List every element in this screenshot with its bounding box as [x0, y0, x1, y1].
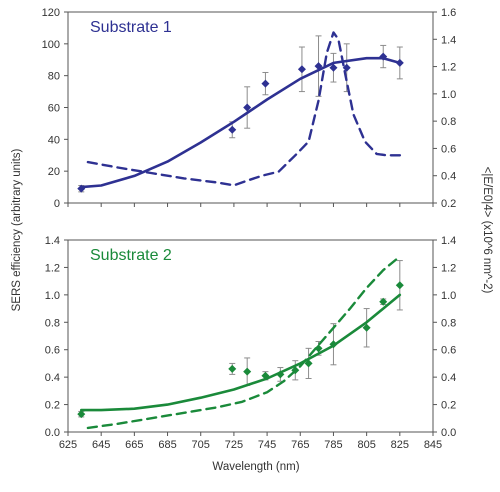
y-tick-label-left: 80: [48, 71, 60, 83]
y-tick-label-right: 1.0: [441, 89, 456, 101]
x-tick-label: 805: [357, 439, 375, 451]
data-point-diamond: [243, 367, 252, 376]
x-tick-label: 685: [158, 439, 176, 451]
x-tick-label: 785: [324, 439, 342, 451]
y-tick-label-left: 0.0: [45, 427, 60, 439]
y-tick-label-left: 120: [42, 7, 60, 19]
y-tick-label-right: 1.4: [441, 34, 456, 46]
y-tick-label-right: 1.2: [441, 62, 456, 74]
y-tick-label-left: 40: [48, 134, 60, 146]
y-tick-label-right: 0.8: [441, 116, 456, 128]
fit-curve: [80, 293, 402, 412]
y-tick-label-left: 0.6: [45, 345, 60, 357]
x-tick-label: 845: [424, 439, 442, 451]
y-tick-label-right: 0.2: [441, 400, 456, 412]
y-tick-label-left: 0.4: [45, 372, 60, 384]
data-point-diamond: [77, 410, 86, 419]
y-tick-label-right: 0.2: [441, 198, 456, 210]
data-point-diamond: [329, 63, 338, 72]
data-point-diamond: [261, 79, 270, 88]
y-tick-label-left: 100: [42, 39, 60, 51]
data-point-diamond: [243, 103, 252, 112]
data-point-diamond: [395, 281, 404, 290]
y-tick-label-left: 0.8: [45, 317, 60, 329]
data-point-diamond: [379, 297, 388, 306]
data-point-diamond: [228, 125, 237, 134]
y-tick-label-left: 0: [54, 198, 60, 210]
simulated-curve-dashed: [86, 255, 401, 430]
y-tick-label-right: 1.2: [441, 262, 456, 274]
panel-title: Substrate 2: [90, 247, 172, 264]
x-tick-label: 745: [258, 439, 276, 451]
simulated-curve-dashed: [86, 31, 403, 187]
y-tick-label-right: 1.0: [441, 290, 456, 302]
x-tick-label: 825: [391, 439, 409, 451]
y-tick-label-left: 1.2: [45, 262, 60, 274]
x-tick-label: 665: [125, 439, 143, 451]
x-tick-label: 725: [225, 439, 243, 451]
data-point-diamond: [228, 364, 237, 373]
y-tick-label-left: 0.2: [45, 400, 60, 412]
x-tick-label: 625: [59, 439, 77, 451]
y-tick-label-right: 0.4: [441, 372, 456, 384]
x-axis-title: Wavelength (nm): [212, 461, 299, 473]
y-tick-label-right: 0.6: [441, 345, 456, 357]
y-tick-label-right: 0.6: [441, 143, 456, 155]
y-tick-label-left: 1.0: [45, 290, 60, 302]
y-tick-label-right: 1.6: [441, 7, 456, 19]
panel-substrate-2: 625 645 665 685 705 725 745 765 785 805 825 8450.00…: [45, 235, 457, 451]
x-tick-label: 645: [92, 439, 110, 451]
data-point-diamond: [362, 323, 371, 332]
y-axis-title-left: SERS efficiency (arbitrary units): [11, 148, 23, 311]
y-tick-label-right: 1.4: [441, 235, 456, 247]
data-point-diamond: [342, 63, 351, 72]
x-tick-label: 765: [291, 439, 309, 451]
y-tick-label-left: 1.4: [45, 235, 60, 247]
panel-title: Substrate 1: [90, 19, 172, 36]
plot-frame: [67, 239, 434, 433]
y-tick-label-right: 0.0: [441, 427, 456, 439]
y-tick-label-left: 60: [48, 103, 60, 115]
y-tick-label-right: 0.8: [441, 317, 456, 329]
data-point-diamond: [297, 65, 306, 74]
y-tick-label-left: 20: [48, 166, 60, 178]
data-point-diamond: [314, 344, 323, 353]
y-axis-title-right: <|E/E0|4> (x10^6 nm^-2): [481, 167, 493, 294]
y-tick-label-right: 0.4: [441, 171, 456, 183]
panel-substrate-1: 0 20 40 60 80 100 120 0.2 0.4 0.6 0.8 1.0 1.2 1.4 1.6 S…: [42, 7, 457, 210]
fit-curve: [80, 56, 402, 189]
x-tick-label: 705: [192, 439, 210, 451]
